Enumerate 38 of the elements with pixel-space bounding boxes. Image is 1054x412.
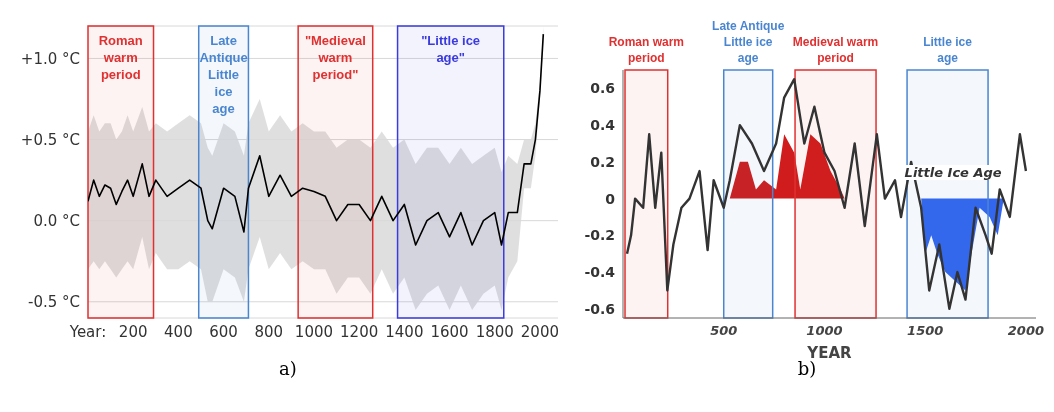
band-label: Roman warm period: [608, 35, 685, 65]
y-tick-label: -0.6: [584, 300, 615, 317]
y-tick-label: -0.4: [584, 264, 616, 281]
band-label: Medieval warm period: [792, 35, 879, 65]
band-label: "Little ice age": [421, 33, 481, 65]
y-tick-label: 0.6: [590, 80, 615, 97]
x-tick-label: 1000: [806, 323, 843, 339]
y-tick-label: +1.0 °C: [20, 49, 80, 68]
x-tick-label: 200: [118, 322, 148, 341]
x-tick-label: 400: [164, 322, 193, 341]
band-label: Roman warm period: [98, 33, 143, 82]
x-tick-label: 1800: [475, 322, 514, 341]
band-label: Late Antique Little ice age: [199, 33, 248, 116]
y-tick-label: -0.5 °C: [27, 293, 80, 312]
band-label: "Medieval warm period": [304, 33, 366, 82]
x-tick-label: 1000: [294, 322, 334, 341]
y-tick-label: -0.2: [584, 227, 615, 244]
x-tick-label: 1600: [430, 322, 469, 341]
band-label: Little ice age: [923, 35, 973, 65]
y-tick-label: 0.4: [590, 117, 616, 134]
x-tick-label: 500: [710, 323, 738, 339]
x-tick-label: 2000: [1007, 323, 1045, 339]
x-tick-label: 1500: [907, 323, 944, 339]
line-series: [88, 33, 545, 246]
band-label: Late Antique Little ice age: [712, 19, 785, 65]
text: a): [278, 358, 298, 379]
line-series: [625, 77, 1028, 311]
y-tick-label: +0.5 °C: [20, 130, 80, 149]
x-tick-label: 800: [254, 322, 284, 341]
x-tick-label: Year:: [68, 322, 107, 341]
y-tick-label: 0.0 °C: [33, 211, 80, 230]
y-tick-label: 0.2: [590, 153, 615, 170]
x-tick-label: 600: [209, 322, 238, 341]
x-tick-label: 2000: [520, 322, 560, 341]
annotation: Little Ice Age: [902, 165, 1004, 180]
x-tick-label: 1400: [385, 322, 424, 341]
x-tick-label: 1200: [340, 322, 379, 341]
y-tick-label: 0: [605, 190, 616, 207]
